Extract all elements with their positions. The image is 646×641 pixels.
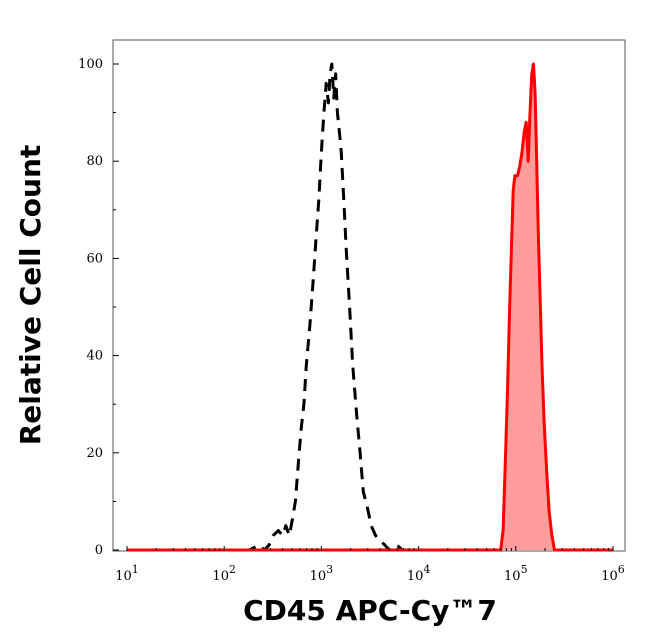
y-tick-label: 40 bbox=[86, 349, 103, 364]
x-tick-label: 106 bbox=[601, 563, 625, 584]
series-1-fill bbox=[127, 64, 613, 550]
series-group bbox=[127, 62, 613, 552]
y-tick-label: 60 bbox=[86, 251, 103, 266]
x-tick-label: 102 bbox=[212, 563, 236, 584]
x-tick-label: 101 bbox=[115, 563, 139, 584]
series-0-line bbox=[224, 62, 410, 552]
series-1-line bbox=[127, 62, 613, 552]
x-tick-label: 103 bbox=[310, 563, 334, 584]
y-axis-label: Relative Cell Count bbox=[14, 145, 47, 446]
y-tick-label: 20 bbox=[86, 446, 103, 461]
y-axis: 0 20 40 60 80 100 bbox=[78, 57, 119, 558]
y-tick-label: 80 bbox=[86, 154, 103, 169]
x-axis-label: CD45 APC-Cy™7 bbox=[243, 594, 497, 627]
x-axis: 101 102 103 104 105 106 bbox=[115, 546, 625, 584]
x-tick-label: 104 bbox=[407, 563, 431, 584]
y-tick-label: 0 bbox=[95, 543, 103, 558]
x-tick-label: 105 bbox=[504, 563, 528, 584]
y-tick-label: 100 bbox=[78, 57, 103, 72]
